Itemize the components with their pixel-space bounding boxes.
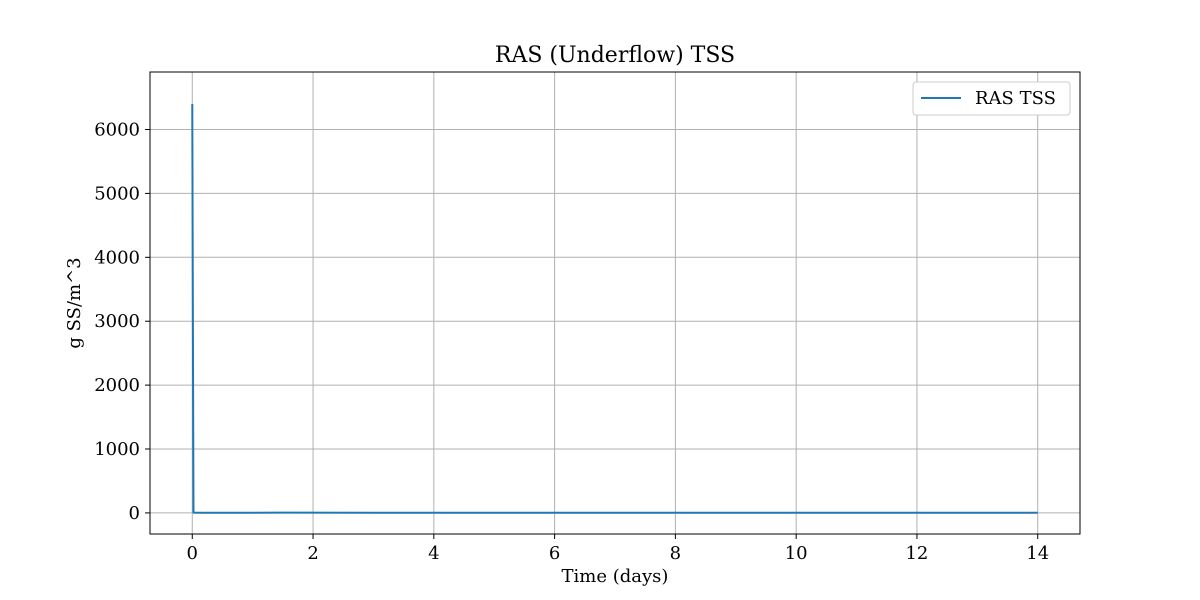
x-tick-label: 0 — [187, 543, 198, 564]
plot-area — [150, 72, 1080, 534]
y-tick-label: 0 — [129, 503, 140, 524]
y-tick-label: 1000 — [94, 439, 140, 460]
chart-title: RAS (Underflow) TSS — [495, 43, 735, 68]
plot-frame — [149, 71, 1081, 535]
series-layer — [191, 103, 1038, 514]
x-tick-label: 14 — [1026, 543, 1049, 564]
x-tick-label: 12 — [905, 543, 928, 564]
x-tick-label: 2 — [307, 543, 318, 564]
x-tick-label: 4 — [428, 543, 439, 564]
y-axis-label: g SS/m^3 — [64, 257, 85, 348]
series-line-0 — [191, 103, 1038, 514]
axis-ticks: 0 2 4 6 8 10 12 14 0 1000 2000 3000 4000 5000 6000 — [94, 120, 1049, 564]
x-axis-label: Time (days) — [562, 566, 669, 587]
y-tick-label: 5000 — [94, 183, 140, 204]
legend-label-ras-tss: RAS TSS — [975, 88, 1056, 109]
y-tick-label: 6000 — [94, 120, 140, 141]
x-tick-label: 6 — [549, 543, 560, 564]
y-tick-label: 3000 — [94, 311, 140, 332]
x-tick-label: 8 — [670, 543, 681, 564]
legend-box — [912, 81, 1071, 116]
x-tick-label: 10 — [785, 543, 808, 564]
y-tick-label: 4000 — [94, 247, 140, 268]
y-tick-label: 2000 — [94, 375, 140, 396]
legend: RAS TSS — [912, 81, 1071, 116]
